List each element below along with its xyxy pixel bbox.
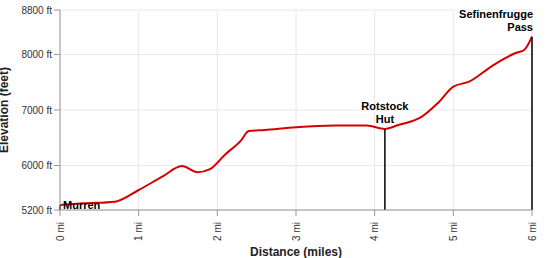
- svg-text:Hut: Hut: [376, 113, 395, 125]
- svg-text:Murren: Murren: [63, 199, 101, 211]
- svg-text:Rotstock: Rotstock: [361, 100, 409, 112]
- svg-text:Distance (miles): Distance (miles): [250, 245, 342, 258]
- svg-text:4 mi: 4 mi: [369, 222, 380, 241]
- svg-text:Elevation (feet): Elevation (feet): [8, 67, 11, 153]
- svg-text:6000 ft: 6000 ft: [21, 160, 52, 171]
- svg-text:8000 ft: 8000 ft: [21, 49, 52, 60]
- svg-text:5 mi: 5 mi: [448, 222, 459, 241]
- svg-text:5200 ft: 5200 ft: [21, 205, 52, 216]
- svg-text:1 mi: 1 mi: [133, 222, 144, 241]
- svg-text:8800 ft: 8800 ft: [21, 5, 52, 16]
- svg-text:7000 ft: 7000 ft: [21, 105, 52, 116]
- svg-text:Sefinenfrugge: Sefinenfrugge: [459, 8, 533, 20]
- svg-text:6 mi: 6 mi: [527, 222, 538, 241]
- svg-text:3 mi: 3 mi: [291, 222, 302, 241]
- svg-text:0 mi: 0 mi: [55, 222, 66, 241]
- svg-text:2 mi: 2 mi: [212, 222, 223, 241]
- svg-text:Pass: Pass: [507, 21, 533, 33]
